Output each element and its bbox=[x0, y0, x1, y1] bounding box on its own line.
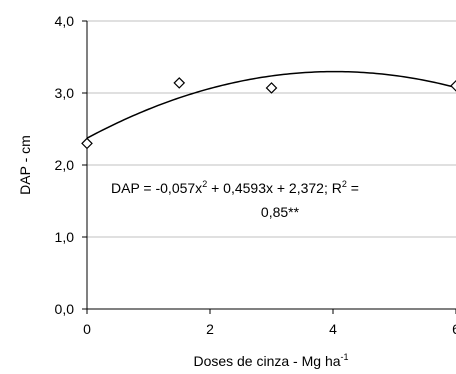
x-tick-label: 6 bbox=[452, 321, 456, 337]
y-tick-labels: 0,0 1,0 2,0 3,0 4,0 bbox=[55, 13, 75, 317]
y-tick-label: 3,0 bbox=[55, 85, 75, 101]
x-axis-label-superscript: -1 bbox=[341, 352, 349, 362]
fit-curve bbox=[86, 70, 456, 139]
y-tick-label: 2,0 bbox=[55, 157, 75, 173]
x-axis-label: Doses de cinza - Mg ha-1 bbox=[193, 352, 348, 369]
data-point-diamond bbox=[450, 79, 456, 92]
data-point-diamond bbox=[173, 77, 186, 89]
x-tick-label: 2 bbox=[206, 321, 214, 337]
eq-sup-1: 2 bbox=[202, 179, 207, 189]
eq-part-3: = bbox=[347, 180, 359, 196]
eq-sup-2: 2 bbox=[342, 179, 347, 189]
eq-part-2: + 0,4593x + 2,372; R bbox=[207, 180, 342, 196]
x-tick-label: 0 bbox=[83, 321, 91, 337]
y-tick-label: 1,0 bbox=[55, 229, 75, 245]
fit-curve-line bbox=[86, 70, 456, 139]
y-axis-label: DAP - cm bbox=[17, 135, 33, 195]
data-point-diamond bbox=[265, 82, 278, 94]
eq-part-1: DAP = -0,057x bbox=[111, 180, 202, 196]
data-point-diamond bbox=[81, 137, 93, 150]
axes bbox=[82, 20, 456, 314]
x-tick-label: 4 bbox=[329, 321, 337, 337]
y-tick-label: 0,0 bbox=[55, 301, 75, 317]
y-tick-label: 4,0 bbox=[55, 13, 75, 29]
x-axis-label-text: Doses de cinza - Mg ha bbox=[193, 353, 340, 369]
regression-equation-line1: DAP = -0,057x2 + 0,4593x + 2,372; R2 = bbox=[111, 179, 359, 196]
regression-equation-line2: 0,85** bbox=[261, 204, 300, 220]
data-points bbox=[81, 77, 456, 150]
x-tick-labels: 0 2 4 6 bbox=[83, 321, 456, 337]
